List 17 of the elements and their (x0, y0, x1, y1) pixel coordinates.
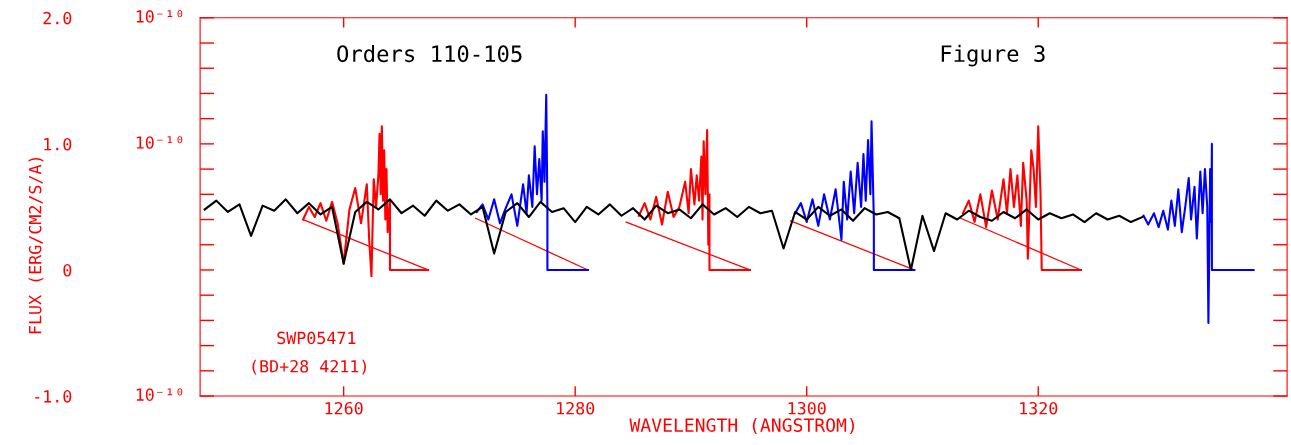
y-tick-label: -1.0 (35, 390, 72, 403)
text: 10⁻¹⁰ (136, 10, 183, 23)
x-tick-label: 1320 (1020, 401, 1058, 415)
annotation: SWP05471 (277, 331, 356, 345)
annotation: (BD+28 4211) (252, 359, 366, 375)
x-tick-label: 1280 (557, 401, 595, 415)
annotation: Figure 3 (941, 44, 1045, 67)
y-axis-title: FLUX (ERG/CM2/S/A) (28, 157, 44, 334)
text: 10⁻¹⁰ (136, 388, 183, 401)
annotation: Orders 110-105 (337, 44, 522, 63)
y-tick-label: 0 (63, 263, 72, 277)
x-tick-label: 1260 (325, 401, 363, 415)
x-tick-label: 1300 (788, 401, 826, 415)
x-axis-title: WAVELENGTH (ANGSTROM) (629, 417, 854, 435)
y-tick-label: 1.0 (44, 137, 72, 151)
y-tick-label: 2.0 (43, 11, 72, 25)
text: 10⁻¹⁰ (136, 136, 183, 149)
